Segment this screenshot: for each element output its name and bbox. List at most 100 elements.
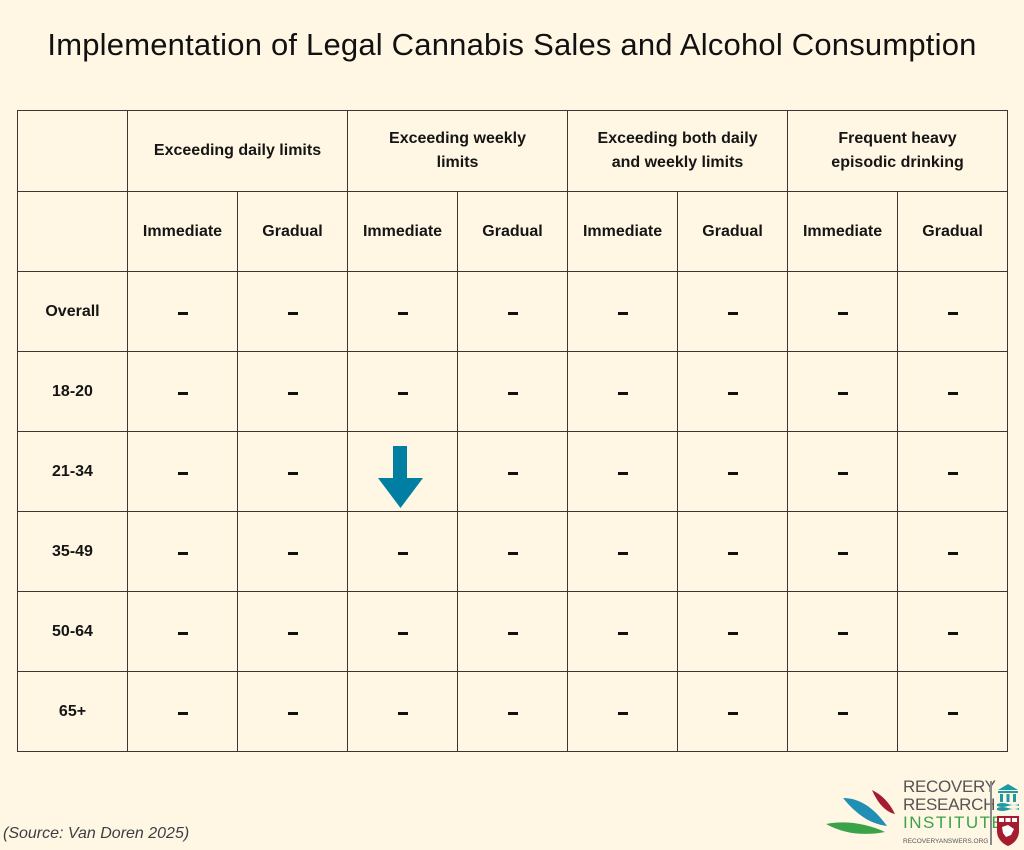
no-change-dash	[727, 711, 738, 715]
table-row: Overall	[17, 271, 1009, 352]
group-header-heavy: Frequent heavy episodic drinking	[787, 110, 1009, 192]
logo-line-2: RESEARCH	[903, 795, 996, 814]
no-change-cell	[677, 431, 789, 512]
row-label: 18-20	[17, 351, 128, 432]
no-change-dash	[287, 311, 298, 315]
row-label: 65+	[17, 671, 128, 752]
no-change-dash	[507, 391, 518, 395]
no-change-dash	[617, 631, 628, 635]
no-change-cell	[236, 351, 349, 432]
no-change-cell	[457, 511, 569, 592]
no-change-cell	[127, 431, 238, 512]
no-change-cell	[127, 591, 238, 672]
no-change-dash	[837, 711, 848, 715]
no-change-cell	[127, 671, 238, 752]
no-change-cell	[236, 431, 349, 512]
group-header-daily: Exceeding daily limits	[126, 110, 349, 192]
no-change-cell	[236, 511, 349, 592]
no-change-dash	[617, 311, 628, 315]
sub-header: Gradual	[236, 191, 349, 272]
no-change-dash	[177, 391, 188, 395]
no-change-cell	[567, 511, 679, 592]
no-change-dash	[507, 551, 518, 555]
no-change-cell	[677, 271, 789, 352]
no-change-cell	[567, 431, 679, 512]
no-change-cell	[347, 351, 459, 432]
sub-header-row: Immediate Gradual Immediate Gradual Imme…	[17, 191, 1009, 272]
table-body: Overall 18-20 21-34 35-49 50-64 65+	[17, 271, 1009, 752]
no-change-cell	[897, 271, 1009, 352]
no-change-dash	[727, 631, 738, 635]
no-change-dash	[397, 391, 408, 395]
source-citation: (Source: Van Doren 2025)	[3, 825, 190, 842]
table-row: 65+	[17, 671, 1009, 752]
row-label: 21-34	[17, 431, 128, 512]
no-change-cell	[897, 671, 1009, 752]
no-change-cell	[127, 511, 238, 592]
group-header-heavy-text: Frequent heavy episodic drinking	[831, 130, 964, 171]
no-change-dash	[177, 631, 188, 635]
no-change-dash	[837, 551, 848, 555]
no-change-cell	[457, 431, 569, 512]
table-row: 50-64	[17, 591, 1009, 672]
sub-header: Immediate	[567, 191, 679, 272]
sub-header: Gradual	[677, 191, 789, 272]
group-header-weekly: Exceeding weekly limits	[347, 110, 569, 192]
logo-url: RECOVERYANSWERS.ORG	[903, 838, 989, 845]
no-change-dash	[177, 711, 188, 715]
no-change-dash	[947, 711, 958, 715]
no-change-dash	[947, 471, 958, 475]
logo-divider	[990, 781, 992, 845]
no-change-cell	[897, 351, 1009, 432]
row-label: Overall	[17, 271, 128, 352]
corner-cell-2	[17, 191, 128, 272]
no-change-dash	[837, 391, 848, 395]
no-change-dash	[507, 631, 518, 635]
no-change-cell	[567, 671, 679, 752]
recovery-research-institute-logo: RECOVERY RESEARCH INSTITUTE RECOVERYANSW…	[822, 778, 1022, 850]
no-change-dash	[397, 551, 408, 555]
logo-line-1: RECOVERY	[903, 777, 996, 796]
no-change-dash	[287, 471, 298, 475]
sub-header: Immediate	[787, 191, 899, 272]
no-change-dash	[287, 391, 298, 395]
no-change-dash	[617, 471, 628, 475]
no-change-cell	[897, 591, 1009, 672]
sub-header: Gradual	[897, 191, 1009, 272]
no-change-dash	[947, 551, 958, 555]
corner-cell	[17, 110, 128, 192]
group-header-row: Exceeding daily limits Exceeding weekly …	[17, 110, 1009, 192]
no-change-cell	[127, 351, 238, 432]
no-change-cell	[457, 271, 569, 352]
results-table: Exceeding daily limits Exceeding weekly …	[17, 110, 1009, 752]
no-change-dash	[837, 311, 848, 315]
no-change-cell	[236, 671, 349, 752]
no-change-cell	[897, 431, 1009, 512]
no-change-dash	[287, 551, 298, 555]
page-title: Implementation of Legal Cannabis Sales a…	[47, 27, 977, 62]
no-change-dash	[837, 471, 848, 475]
no-change-cell	[897, 511, 1009, 592]
down-arrow-icon	[378, 446, 424, 508]
sub-header: Immediate	[347, 191, 459, 272]
no-change-cell	[347, 271, 459, 352]
no-change-dash	[947, 311, 958, 315]
sub-header: Immediate	[127, 191, 238, 272]
no-change-cell	[457, 671, 569, 752]
no-change-dash	[507, 711, 518, 715]
logo-text: RECOVERY RESEARCH INSTITUTE RECOVERYANSW…	[903, 777, 1005, 846]
group-header-both: Exceeding both daily and weekly limits	[567, 110, 789, 192]
decrease-cell	[347, 431, 459, 512]
no-change-cell	[677, 671, 789, 752]
no-change-dash	[617, 391, 628, 395]
no-change-cell	[787, 671, 899, 752]
no-change-dash	[287, 711, 298, 715]
no-change-dash	[177, 311, 188, 315]
no-change-cell	[567, 591, 679, 672]
no-change-cell	[787, 591, 899, 672]
no-change-cell	[567, 271, 679, 352]
no-change-dash	[837, 631, 848, 635]
logo-line-3: INSTITUTE	[903, 813, 1005, 832]
no-change-cell	[347, 671, 459, 752]
sub-header: Gradual	[457, 191, 569, 272]
